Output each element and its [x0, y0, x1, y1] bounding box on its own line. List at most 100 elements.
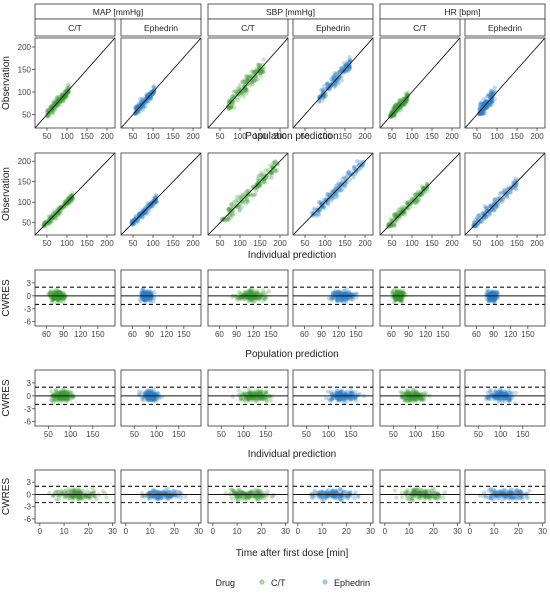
data-point: [142, 295, 148, 300]
data-point: [353, 398, 359, 403]
strip-sub: [464, 18, 546, 37]
data-point: [147, 388, 152, 394]
data-point: [70, 395, 75, 400]
x-tick-label: 200: [445, 239, 459, 248]
data-point: [513, 186, 519, 192]
data-point: [140, 103, 145, 108]
data-point: [249, 297, 255, 302]
data-point: [272, 160, 277, 165]
data-point: [403, 98, 408, 103]
data-point: [144, 291, 150, 296]
data-point: [145, 94, 150, 100]
data-point: [254, 496, 259, 501]
panel-0-4: [380, 38, 460, 128]
data-point: [83, 492, 88, 498]
data-point: [62, 397, 67, 402]
data-point: [250, 397, 255, 403]
data-point: [154, 200, 159, 205]
data-point: [349, 297, 354, 302]
data-point: [230, 100, 235, 105]
data-point: [338, 397, 343, 402]
x-tick-label: 150: [80, 239, 94, 248]
data-point: [502, 494, 507, 499]
data-point: [258, 73, 263, 78]
data-point: [249, 79, 254, 84]
data-point: [61, 395, 66, 400]
data-point: [65, 392, 70, 397]
data-point: [473, 220, 479, 225]
data-point: [248, 390, 253, 395]
data-point: [87, 496, 92, 501]
data-point: [245, 296, 251, 301]
data-point: [400, 211, 405, 216]
panel-frame: [207, 269, 289, 327]
identity-line: [465, 38, 545, 128]
data-point: [49, 397, 54, 402]
data-point: [341, 292, 347, 297]
data-point: [150, 203, 155, 208]
data-point: [490, 490, 495, 495]
data-point: [389, 109, 395, 114]
data-point: [344, 62, 349, 67]
data-point: [399, 98, 404, 103]
data-point: [402, 212, 408, 217]
data-point: [252, 74, 258, 79]
data-point: [275, 168, 280, 173]
data-point: [168, 494, 174, 499]
data-point: [57, 395, 62, 400]
data-point: [56, 207, 61, 212]
data-point: [52, 296, 57, 301]
data-point: [59, 389, 64, 394]
data-point: [487, 298, 492, 304]
data-point: [346, 68, 351, 73]
data-point: [61, 94, 66, 99]
data-point: [481, 108, 486, 113]
data-point: [84, 489, 89, 494]
data-point: [133, 105, 138, 110]
data-point: [54, 391, 59, 396]
data-point: [59, 395, 64, 400]
data-point: [154, 193, 159, 198]
identity-line: [121, 38, 201, 128]
x-tick-label: 90: [317, 330, 326, 339]
data-point: [63, 202, 68, 207]
data-point: [150, 494, 155, 499]
data-point: [226, 207, 232, 212]
data-point: [347, 177, 353, 182]
data-point: [147, 397, 152, 403]
data-point: [62, 494, 67, 499]
y-tick-label: -6: [24, 515, 32, 524]
identity-line: [208, 153, 288, 235]
data-point: [405, 96, 410, 101]
data-point: [317, 94, 323, 99]
strip-sub-label: Ephedrin: [144, 23, 178, 33]
data-point: [257, 396, 262, 401]
data-point: [249, 389, 254, 394]
data-point: [75, 495, 80, 501]
data-point: [154, 398, 159, 404]
data-point: [431, 495, 436, 500]
data-point: [42, 222, 47, 227]
data-point: [246, 289, 251, 294]
data-point: [57, 290, 62, 295]
data-point: [256, 295, 261, 300]
data-point: [489, 91, 494, 96]
data-point: [173, 494, 178, 499]
panel-frame: [379, 269, 461, 327]
data-point: [391, 287, 397, 293]
data-point: [239, 494, 244, 500]
data-point: [233, 198, 238, 203]
data-point: [348, 64, 353, 69]
data-point: [154, 494, 159, 499]
data-point: [488, 291, 493, 296]
x-tick-label: 200: [186, 132, 200, 141]
data-point: [334, 488, 339, 494]
data-point: [502, 396, 507, 401]
data-point: [312, 207, 317, 212]
data-point: [249, 77, 254, 83]
data-point: [51, 100, 56, 106]
data-point: [486, 488, 491, 493]
data-point: [525, 495, 530, 500]
data-point: [390, 221, 395, 226]
data-point: [65, 396, 70, 402]
